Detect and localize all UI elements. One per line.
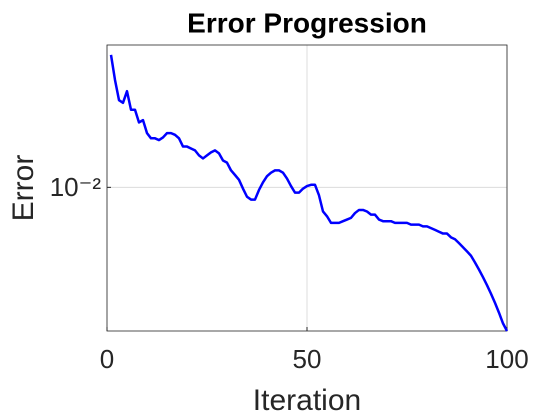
x-tick-label: 50 — [293, 344, 322, 374]
plot-frame — [106, 44, 508, 332]
x-axis-label: Iteration — [253, 384, 361, 417]
y-tick-label: 10⁻² — [50, 172, 102, 202]
x-tick-label: 0 — [100, 344, 114, 374]
data-line — [109, 54, 509, 332]
x-tick-label: 100 — [485, 344, 528, 374]
y-axis-label: Error — [7, 155, 40, 222]
chart-title: Error Progression — [187, 7, 427, 38]
